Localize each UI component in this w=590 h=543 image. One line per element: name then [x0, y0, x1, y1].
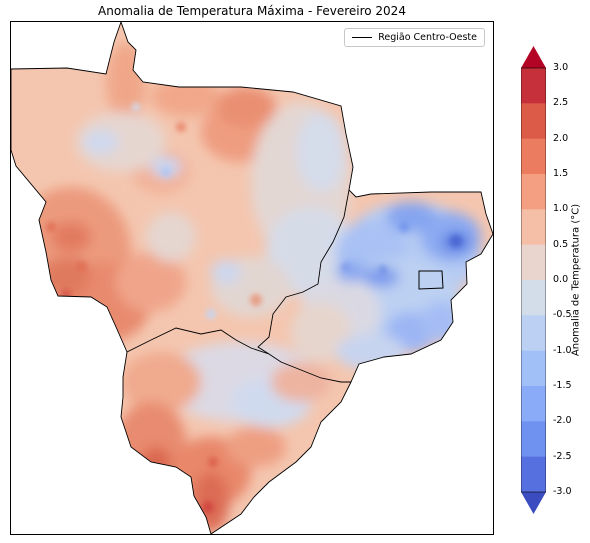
colorbar-tick-label: 1.0 [553, 203, 569, 215]
legend-line-symbol [352, 37, 373, 38]
region-borders [11, 22, 493, 534]
colorbar-band [521, 315, 546, 352]
centro-oeste-outline [11, 22, 493, 534]
colorbar-band [521, 350, 546, 387]
colorbar-band [521, 280, 546, 316]
colorbar-tick-label: 0.0 [553, 274, 569, 285]
anomaly-map [11, 22, 493, 534]
colorbar-tick-label: 3.0 [553, 62, 569, 73]
colorbar-extend-over [521, 46, 546, 68]
colorbar-tick-label: -2.0 [553, 415, 572, 427]
colorbar-tick-label: -0.5 [553, 309, 572, 321]
mt-go-border [257, 189, 350, 355]
go-ms-border [268, 353, 351, 383]
colorbar-tick-label: 2.0 [553, 132, 569, 144]
mt-ms-border [126, 327, 270, 355]
colorbar-tick-label: -1.5 [553, 380, 572, 391]
colorbar-band [521, 209, 546, 246]
colorbar [521, 46, 546, 514]
colorbar-label: Anomalia de Temperatura (°C) [570, 203, 582, 357]
colorbar-band [521, 386, 546, 422]
distrito-federal-border [418, 270, 444, 290]
colorbar-extend-under [521, 492, 546, 514]
map-title: Anomalia de Temperatura Máxima - Feverei… [98, 4, 406, 18]
colorbar-band [521, 421, 546, 458]
legend-label: Região Centro-Oeste [378, 32, 477, 43]
colorbar-tick-label: 2.5 [553, 97, 569, 109]
anomaly-field [11, 22, 493, 534]
anomaly-patches [11, 42, 481, 532]
colorbar-band [521, 244, 546, 281]
colorbar-band [521, 174, 546, 210]
map-legend: Região Centro-Oeste [344, 28, 485, 47]
map-frame: Região Centro-Oeste [10, 21, 494, 535]
anomaly-spots [46, 103, 462, 513]
colorbar-tick-label: -3.0 [553, 486, 572, 497]
colorbar-band [521, 456, 546, 493]
colorbar-band [521, 68, 546, 104]
colorbar-band [521, 138, 546, 175]
colorbar-tick-label: 0.5 [553, 238, 569, 250]
colorbar-tick-label: -2.5 [553, 450, 572, 462]
colorbar-bands [521, 68, 546, 493]
colorbar-border [521, 67, 546, 493]
colorbar-band [521, 103, 546, 140]
colorbar-tick-label: 1.5 [553, 168, 569, 179]
colorbar-tick-label: -1.0 [553, 344, 572, 356]
